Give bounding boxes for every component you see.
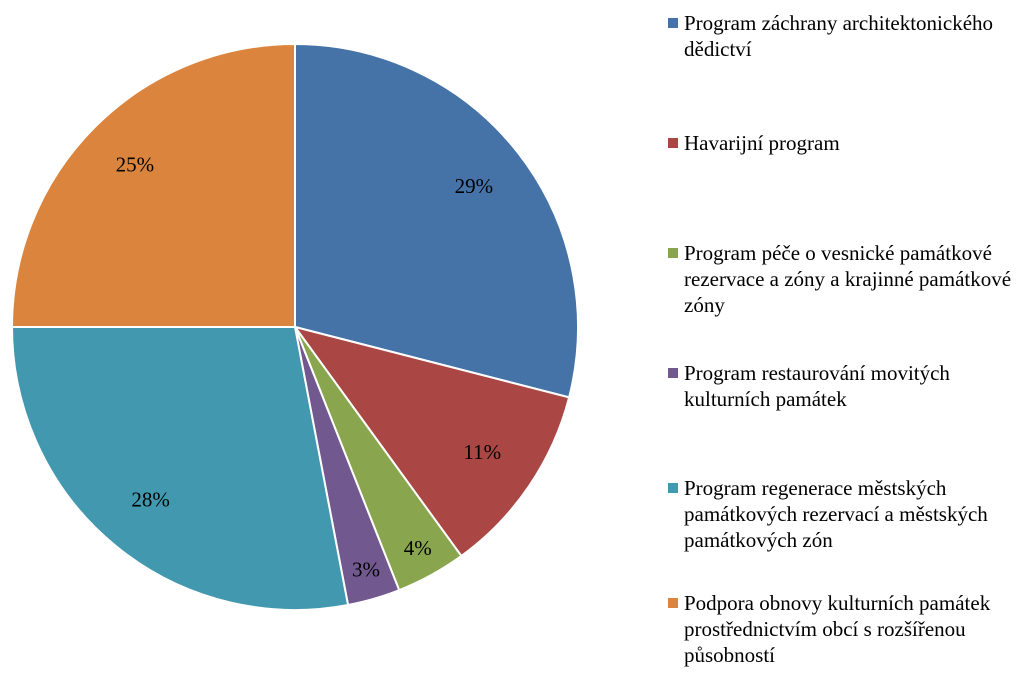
data-label: 28% xyxy=(131,487,170,511)
legend-label: Program regenerace městských památkových… xyxy=(684,476,988,552)
legend-label: Podpora obnovy kulturních památek prostř… xyxy=(684,591,991,667)
legend-label: Program restaurování movitých kulturních… xyxy=(684,361,950,411)
legend-swatch xyxy=(668,138,678,148)
pie-slice xyxy=(292,325,571,558)
pie-slice xyxy=(10,42,296,328)
legend-entry: Program restaurování movitých kulturních… xyxy=(668,360,1018,412)
legend-label: Havarijní program xyxy=(684,131,840,155)
legend-swatch xyxy=(668,18,678,28)
legend-swatch xyxy=(668,368,678,378)
legend-entry: Havarijní program xyxy=(668,130,1018,156)
legend-entry: Program záchrany architektonického dědic… xyxy=(668,10,1018,62)
pie-slice xyxy=(10,326,350,611)
data-label: 25% xyxy=(116,153,155,177)
data-label: 29% xyxy=(455,174,494,198)
legend-entry: Program regenerace městských památkových… xyxy=(668,475,1018,553)
legend-swatch xyxy=(668,483,678,493)
legend-label: Program záchrany architektonického dědic… xyxy=(684,11,994,61)
data-label: 11% xyxy=(463,440,501,464)
legend-swatch xyxy=(668,598,678,608)
legend-label: Program péče o vesnické památkové rezerv… xyxy=(684,241,1012,317)
legend-entry: Podpora obnovy kulturních památek prostř… xyxy=(668,590,1018,668)
legend-entry: Program péče o vesnické památkové rezerv… xyxy=(668,240,1018,318)
legend-swatch xyxy=(668,248,678,258)
data-label: 3% xyxy=(352,557,380,581)
data-label: 4% xyxy=(404,536,432,560)
pie-slice xyxy=(294,42,579,399)
